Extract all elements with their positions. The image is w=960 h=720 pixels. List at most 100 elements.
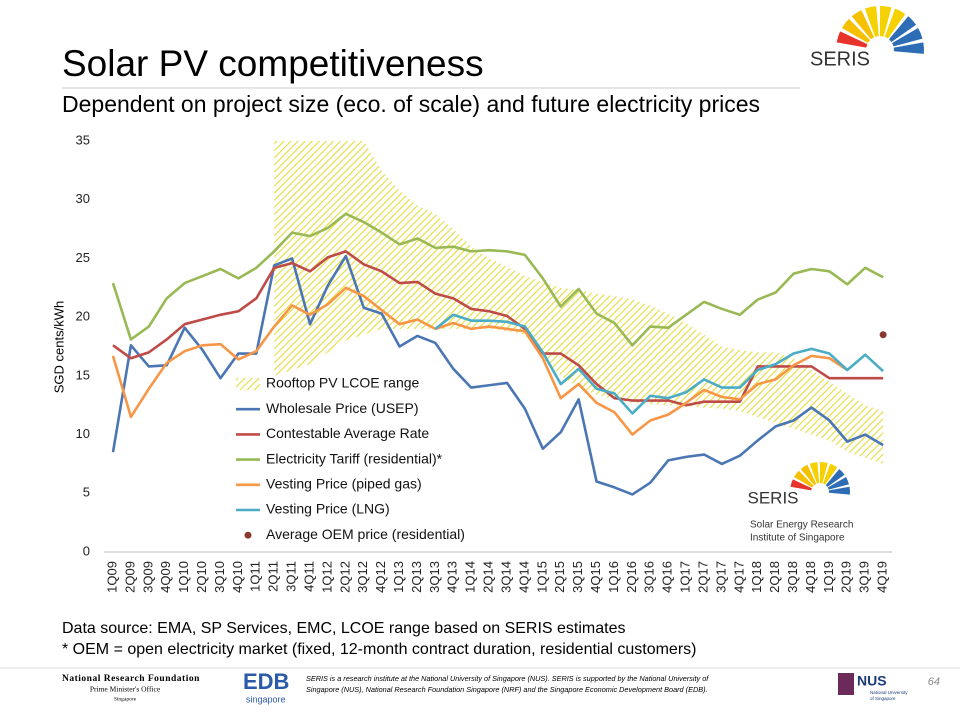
x-tick-label: 3Q17: [713, 561, 728, 593]
logo-ray: [828, 486, 851, 495]
x-tick-label: 4Q13: [445, 561, 460, 593]
series-line: [111, 254, 884, 496]
logo-line: Institute of Singapore: [750, 533, 845, 544]
series-line: [111, 286, 849, 436]
legend-swatch: [244, 531, 252, 539]
note: Data source: EMA, SP Services, EMC, LCOE…: [62, 620, 626, 637]
legend-label: Wholesale Price (USEP): [266, 400, 419, 416]
logo-ray: [880, 6, 892, 37]
logo-ray: [836, 31, 868, 48]
page-number: 64: [928, 676, 940, 688]
x-tick-label: 3Q10: [212, 561, 227, 593]
y-tick-label: 5: [83, 485, 90, 500]
y-tick-label: 30: [76, 191, 90, 206]
x-tick-label: 1Q14: [463, 561, 478, 593]
y-axis-label: SGD cents/kWh: [51, 301, 66, 393]
slide-title: Solar PV competitiveness: [62, 43, 484, 84]
x-tick-label: 2Q19: [839, 561, 854, 593]
logo-ray: [794, 470, 814, 488]
nrf-sg: Singapore: [114, 696, 137, 702]
note: * OEM = open electricity market (fixed, …: [62, 641, 696, 658]
x-tick-label: 1Q18: [749, 561, 764, 593]
nus-sub: of Singapore: [870, 696, 896, 701]
y-tick-label: 15: [76, 367, 90, 382]
x-tick-label: 4Q11: [301, 561, 316, 592]
logo-ray: [820, 462, 828, 484]
x-tick-label: 4Q15: [588, 561, 603, 593]
edb-sub: singapore: [246, 694, 286, 704]
x-tick-label: 4Q14: [516, 561, 531, 593]
x-tick-label: 2Q16: [624, 561, 639, 593]
x-tick-label: 3Q12: [355, 561, 370, 593]
logo-ray: [888, 16, 917, 42]
logo-text: SERIS: [810, 48, 870, 70]
footer-text: Singapore (NUS), National Research Found…: [306, 685, 708, 694]
y-tick-label: 10: [76, 426, 90, 441]
nus-crest: [838, 673, 854, 695]
legend-label: Electricity Tariff (residential)*: [266, 450, 443, 466]
x-tick-label: 2Q09: [122, 561, 137, 593]
logo-ray: [809, 462, 820, 484]
x-tick-label: 2Q14: [481, 561, 496, 593]
x-tick-label: 4Q09: [158, 561, 173, 593]
x-tick-label: 3Q14: [498, 561, 513, 593]
nus-logo: NUS: [857, 673, 887, 689]
legend-label: Vesting Price (piped gas): [266, 476, 422, 492]
nus-sub: National University: [870, 690, 908, 695]
x-tick-label: 4Q19: [875, 561, 890, 593]
nrf-pmo: Prime Minister's Office: [90, 685, 161, 694]
oem-point: [879, 331, 887, 339]
legend-label: Contestable Average Rate: [266, 425, 429, 441]
lcoe-band: [274, 141, 884, 464]
x-tick-label: 3Q15: [570, 561, 585, 593]
x-tick-label: 3Q19: [857, 561, 872, 593]
x-tick-label: 1Q19: [821, 561, 836, 593]
legend-label: Rooftop PV LCOE range: [266, 375, 420, 391]
x-tick-label: 2Q18: [767, 561, 782, 593]
y-tick-label: 20: [76, 309, 90, 324]
x-tick-label: 1Q10: [176, 561, 191, 593]
legend-label: Average OEM price (residential): [266, 526, 465, 542]
logo-ray: [893, 42, 924, 54]
logo-ray: [864, 6, 879, 37]
x-tick-label: 1Q09: [104, 561, 119, 593]
x-tick-label: 2Q15: [552, 561, 567, 593]
logo-ray: [841, 18, 871, 43]
logo-ray: [825, 469, 845, 487]
x-tick-label: 1Q13: [391, 561, 406, 593]
x-tick-label: 3Q18: [785, 561, 800, 593]
x-tick-label: 3Q13: [427, 561, 442, 593]
logo-ray: [823, 463, 838, 485]
slide-subtitle: Dependent on project size (eco. of scale…: [62, 91, 760, 117]
logo-ray: [884, 8, 906, 39]
logo-text: SERIS: [747, 488, 798, 507]
legend-label: Vesting Price (LNG): [266, 501, 390, 517]
logo-ray: [800, 464, 817, 486]
x-tick-label: 1Q15: [534, 561, 549, 593]
x-tick-label: 2Q12: [337, 561, 352, 593]
seris-chart-logo: SERIS Solar Energy Research Institute of…: [747, 462, 853, 544]
x-tick-label: 4Q17: [731, 561, 746, 593]
x-tick-label: 3Q11: [284, 561, 299, 592]
x-tick-label: 1Q12: [319, 561, 334, 593]
logo-line: Solar Energy Research: [750, 520, 853, 531]
x-tick-label: 3Q16: [642, 561, 657, 593]
logo-ray: [851, 10, 875, 40]
logo-ray: [827, 477, 849, 490]
y-tick-label: 0: [83, 543, 90, 558]
series-line: [111, 212, 884, 347]
nrf-name: National Research Foundation: [62, 674, 200, 684]
x-tick-label: 1Q11: [248, 561, 263, 592]
legend-swatch: [236, 378, 260, 390]
logo-ray: [790, 479, 812, 491]
x-tick-label: 1Q16: [606, 561, 621, 593]
x-tick-label: 4Q18: [803, 561, 818, 593]
x-tick-label: 2Q11: [266, 561, 281, 592]
x-tick-label: 4Q10: [230, 561, 245, 593]
edb-logo: EDB: [243, 669, 289, 694]
x-tick-label: 2Q10: [194, 561, 209, 593]
y-tick-label: 25: [76, 250, 90, 265]
